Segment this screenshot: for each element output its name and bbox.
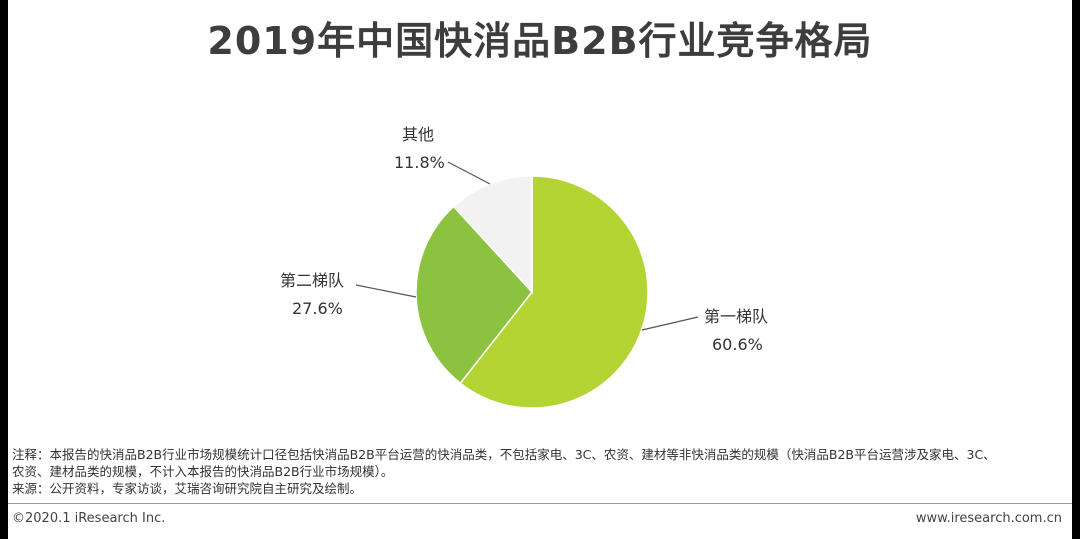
note-line-1: 注释：本报告的快消品B2B行业市场规模统计口径包括快消品B2B平台运营的快消品类… [12,447,996,462]
slice-value-label: 27.6% [292,299,343,318]
leader-line [355,284,417,298]
notes: 注释：本报告的快消品B2B行业市场规模统计口径包括快消品B2B平台运营的快消品类… [12,446,1072,497]
pie-slice [459,175,649,409]
note-line-2: 农资、建材品类的规模，不计入本报告的快消品B2B行业市场规模）。 [12,464,394,479]
footer-divider [8,503,1072,504]
website-link[interactable]: www.iresearch.com.cn [915,511,1062,526]
pie-slice [415,205,533,385]
left-border [0,0,8,539]
chart-title: 2019年中国快消品B2B行业竞争格局 [207,19,873,63]
leader-line [447,161,491,185]
slice-name-label: 第二梯队 [280,271,344,290]
source-line: 来源：公开资料，专家访谈，艾瑞咨询研究院自主研究及绘制。 [12,481,363,496]
slice-value-label: 60.6% [712,335,763,354]
slice-name-label: 第一梯队 [704,307,768,326]
leader-line [641,316,699,331]
right-border [1072,0,1080,539]
copyright-text: ©2020.1 iResearch Inc. [12,511,166,526]
slice-name-label: 其他 [402,125,434,144]
slice-value-label: 11.8% [394,153,445,172]
